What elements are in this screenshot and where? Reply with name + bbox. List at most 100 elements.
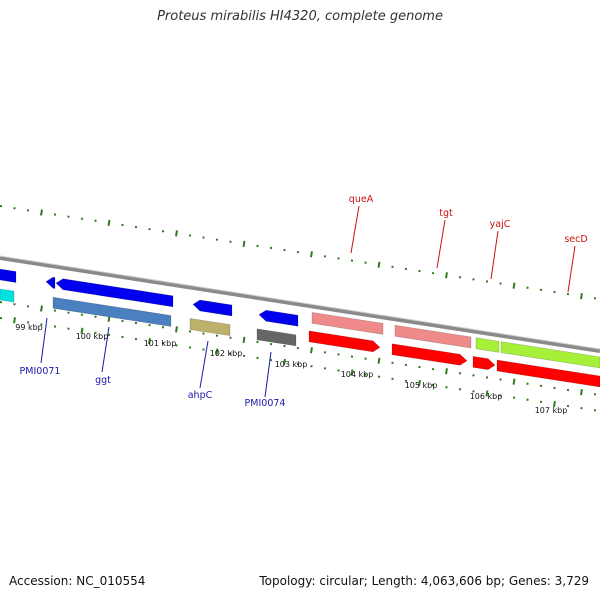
tick-mark	[553, 386, 556, 390]
tick-mark	[13, 207, 16, 210]
tick-mark	[40, 305, 43, 312]
tick-mark	[323, 367, 327, 370]
tick-mark	[472, 390, 475, 393]
tick-mark	[26, 321, 30, 324]
tick-mark	[499, 394, 502, 397]
tick-mark	[526, 398, 529, 401]
tick-mark	[0, 301, 3, 304]
tick-mark	[431, 384, 435, 387]
tick-mark	[242, 240, 246, 247]
tick-mark	[350, 259, 354, 262]
gene-label-ggt: ggt	[95, 375, 111, 386]
outer-tick-ring	[0, 205, 597, 300]
tick-mark	[418, 269, 421, 273]
tick-mark	[53, 309, 57, 312]
tick-mark	[13, 303, 16, 306]
gene-arrow-pmi0070	[0, 268, 17, 283]
gene-arrow-secd	[496, 359, 600, 388]
tick-mark	[445, 386, 448, 389]
tick-mark	[242, 336, 246, 343]
tick-mark	[148, 228, 151, 231]
tick-mark	[337, 257, 340, 260]
tick-mark	[121, 335, 124, 339]
leader-tgt	[436, 219, 446, 269]
gene-label-yajc: yajC	[490, 219, 511, 230]
gene-features	[0, 268, 600, 388]
tick-mark	[202, 332, 205, 335]
tick-mark	[593, 393, 597, 396]
kbp-label: 105 kbp	[405, 381, 438, 390]
tick-mark	[310, 365, 313, 368]
tick-mark	[67, 327, 70, 330]
tick-mark	[296, 251, 300, 254]
gene-arrow-yajc	[472, 355, 496, 370]
tick-mark	[458, 388, 462, 391]
gene-labels: queA tgt yajC secD PMI0071 ggt ahpC PMI0074	[20, 194, 588, 409]
tick-mark	[67, 215, 70, 218]
tick-mark	[350, 369, 354, 376]
tick-mark	[377, 375, 381, 378]
tick-mark	[364, 373, 367, 376]
tick-mark	[391, 377, 394, 380]
tick-mark	[256, 340, 259, 344]
tick-mark	[242, 354, 246, 357]
tick-mark	[283, 344, 286, 348]
tick-mark	[94, 219, 97, 222]
tick-mark	[539, 384, 543, 387]
leader-yajc	[490, 230, 499, 280]
tick-mark	[458, 276, 462, 279]
tick-mark	[80, 327, 84, 334]
tick-mark	[175, 326, 178, 333]
tick-mark	[593, 297, 597, 300]
tick-mark	[188, 330, 192, 333]
tick-mark	[94, 331, 97, 334]
tick-mark	[445, 272, 448, 279]
tick-mark	[13, 317, 16, 324]
tick-mark	[40, 323, 43, 326]
kbp-label: 103 kbp	[275, 360, 308, 369]
gene-arrow-quea	[308, 330, 381, 353]
tick-mark	[134, 337, 138, 341]
leader-pmi0074	[264, 351, 272, 398]
tick-mark	[215, 334, 219, 337]
tick-mark	[53, 325, 57, 328]
leader-ggt	[101, 326, 110, 373]
tick-mark	[202, 236, 205, 239]
tick-mark	[364, 357, 367, 360]
tick-mark	[256, 356, 259, 360]
tick-mark	[121, 319, 124, 323]
tick-mark	[148, 324, 151, 327]
tick-mark	[580, 407, 583, 410]
tick-mark	[80, 217, 84, 220]
tick-mark	[418, 365, 421, 369]
tick-mark	[80, 313, 84, 316]
gene-arrow-ahpc	[192, 299, 233, 317]
tick-mark	[539, 400, 543, 403]
gene-ring-cyan	[0, 288, 15, 303]
tick-mark	[26, 305, 30, 308]
tick-mark	[593, 409, 597, 412]
tick-mark	[391, 265, 394, 268]
tick-mark	[229, 240, 232, 243]
tick-mark	[404, 379, 408, 383]
tick-mark	[391, 361, 394, 364]
tick-mark	[296, 347, 300, 350]
tick-mark	[202, 348, 205, 351]
tick-mark	[580, 293, 583, 300]
tick-mark	[431, 368, 435, 371]
tick-mark	[580, 389, 583, 396]
tick-mark	[269, 246, 273, 250]
tick-mark	[566, 404, 570, 408]
gene-label-quea: queA	[349, 194, 374, 205]
kbp-label: 107 kbp	[535, 406, 568, 415]
tick-mark	[229, 336, 232, 339]
tick-mark	[188, 234, 192, 237]
tick-mark	[499, 378, 502, 381]
gene-label-tgt: tgt	[439, 208, 453, 219]
gene-ring-secd	[500, 341, 600, 369]
tick-mark	[337, 369, 340, 372]
kbp-label: 102 kbp	[210, 349, 243, 358]
inner-tick-ring	[0, 301, 597, 412]
gene-label-secd: secD	[564, 234, 587, 245]
tick-mark	[175, 344, 178, 347]
